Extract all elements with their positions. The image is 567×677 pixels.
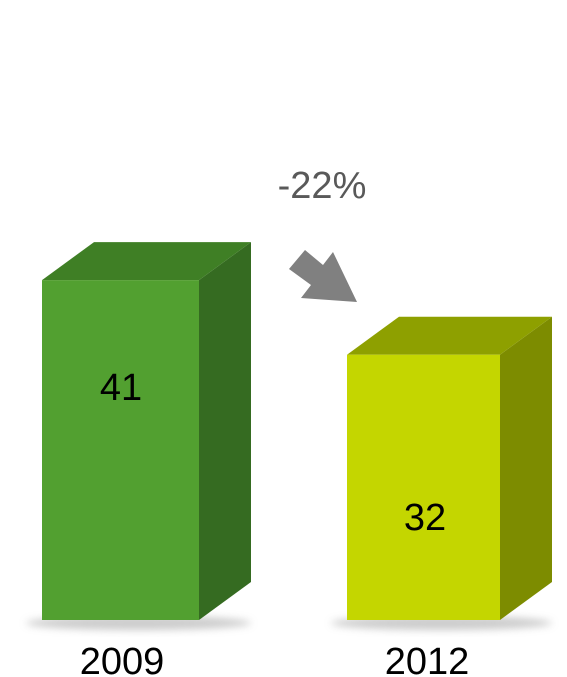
bar-value-label-2009: 41 — [100, 367, 142, 409]
bar-front-2009 — [42, 280, 199, 620]
change-annotation: -22% — [278, 165, 367, 207]
bar-value-label-2012: 32 — [404, 497, 446, 539]
category-label-2009: 2009 — [80, 641, 165, 677]
bar-2012 — [331, 317, 552, 630]
category-label-2012: 2012 — [385, 641, 470, 677]
bar-2009 — [26, 242, 251, 630]
arrow-down-right-icon — [289, 250, 357, 302]
bars-layer — [26, 242, 552, 630]
bar-front-2012 — [347, 355, 500, 620]
change-arrow — [289, 250, 357, 302]
bar-side-2012 — [500, 317, 552, 620]
bar-side-2009 — [199, 242, 251, 620]
